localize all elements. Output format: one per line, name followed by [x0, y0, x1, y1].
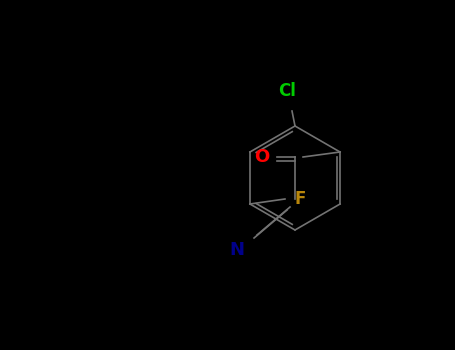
Text: N: N	[229, 241, 244, 259]
Text: Cl: Cl	[278, 82, 296, 100]
Text: O: O	[254, 148, 270, 166]
Text: F: F	[294, 190, 306, 208]
